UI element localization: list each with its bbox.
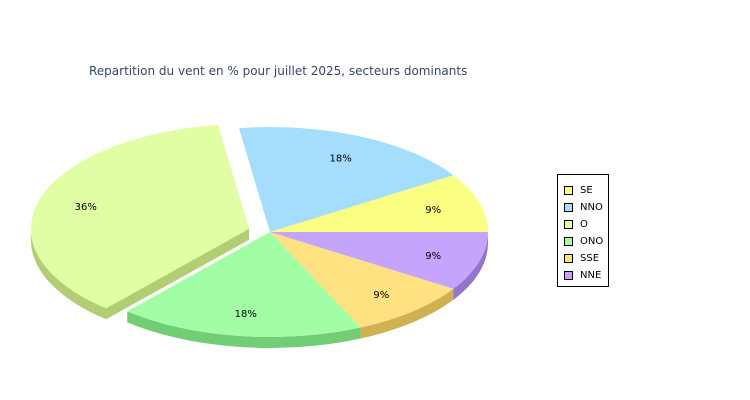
pie-labels: 9% 18% 36% 18% 9% 9%: [75, 154, 441, 321]
pie-slice-ono: [127, 232, 361, 337]
legend-swatch-ono: [564, 236, 573, 246]
legend-swatch-o: [564, 219, 573, 229]
legend-swatch-nne: [564, 270, 573, 280]
pie-tops: [30, 124, 488, 337]
legend-label-nno: NNO: [580, 201, 603, 213]
legend-item-sse: SSE: [564, 252, 599, 264]
pie-slice-nne: [270, 232, 488, 289]
chart-title: Repartition du vent en % pour juillet 20…: [89, 64, 468, 78]
legend-label-o: O: [580, 218, 588, 230]
pie-side-o: [30, 228, 107, 320]
pie-side-nne: [453, 232, 488, 300]
legend-label-ono: ONO: [580, 235, 604, 247]
pie-slice-se: [270, 175, 488, 232]
pie-slice-sse: [270, 232, 454, 328]
pie-label-o: 36%: [75, 202, 97, 213]
chart-legend: SE NNO O ONO SSE NNE: [557, 174, 609, 287]
pie-slice-nno: [238, 127, 454, 232]
legend-item-se: SE: [564, 184, 593, 196]
pie-label-ono: 18%: [235, 309, 257, 320]
pie-side-sse: [360, 288, 454, 339]
pie-slice-o: [30, 124, 249, 309]
legend-swatch-se: [564, 185, 573, 195]
pie-label-se: 9%: [425, 205, 441, 216]
pie-side-ono: [127, 311, 361, 348]
legend-swatch-nno: [564, 202, 573, 212]
legend-swatch-sse: [564, 253, 573, 263]
legend-label-se: SE: [580, 184, 593, 196]
pie-label-nne: 9%: [425, 251, 441, 262]
legend-item-o: O: [564, 218, 588, 230]
pie-label-sse: 9%: [373, 290, 389, 301]
legend-item-ono: ONO: [564, 235, 603, 247]
legend-label-nne: NNE: [580, 269, 602, 281]
pie-wall-o-1: [106, 228, 249, 320]
legend-item-nne: NNE: [564, 269, 601, 281]
legend-item-nno: NNO: [564, 201, 603, 213]
pie-label-nno: 18%: [330, 154, 352, 165]
legend-label-sse: SSE: [580, 252, 600, 264]
